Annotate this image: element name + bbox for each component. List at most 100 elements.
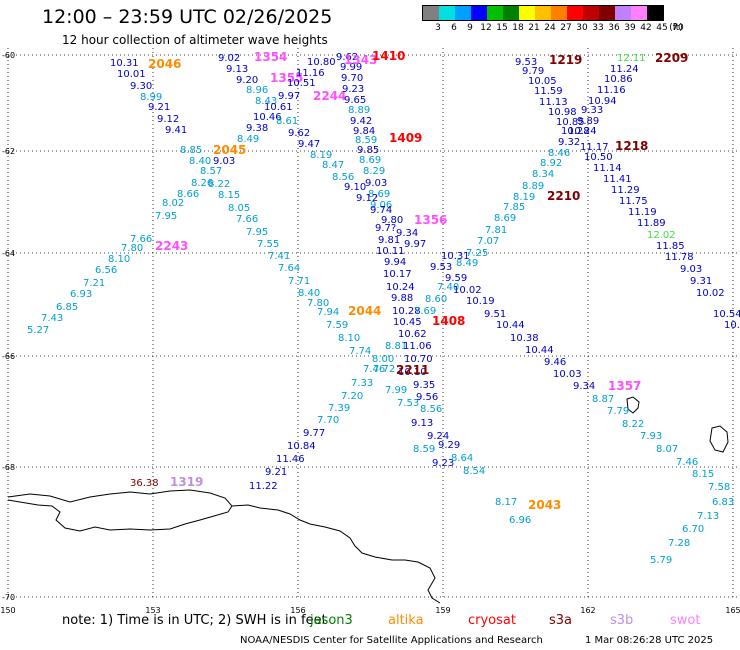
wave-height-value: 7.79: [607, 406, 629, 417]
wave-height-value: 8.19: [310, 150, 332, 161]
wave-height-value: 9.89: [577, 116, 599, 127]
pass-time-label: 2046: [148, 57, 181, 71]
legend-unit: (ft): [669, 23, 683, 33]
wave-height-value: 9.30: [130, 81, 152, 92]
wave-height-value: 6.85: [56, 302, 78, 313]
legend-tick-label: 45: [656, 23, 668, 33]
wave-height-value: 6.96: [509, 515, 531, 526]
legend-swatch: [551, 6, 567, 20]
wave-height-value: 8.69: [359, 155, 381, 166]
wave-height-value: 36.38: [130, 478, 159, 489]
wave-height-value: 10.62: [398, 329, 427, 340]
legend-color-bar: [422, 5, 664, 21]
wave-height-value: 9.79: [522, 66, 544, 77]
satellite-s3a: s3a: [549, 613, 573, 628]
satellite-jason3: jason3: [310, 613, 353, 628]
wave-height-value: 7.46: [676, 457, 698, 468]
wave-height-value: 10.45: [393, 317, 422, 328]
wave-height-value: 7.25: [466, 248, 488, 259]
credit-date: 1 Mar 08:26:28 UTC 2025: [585, 635, 714, 646]
pass-time-label: 2211: [396, 363, 429, 377]
wave-height-value: 8.66: [177, 189, 199, 200]
wave-height-value: 8.22: [622, 419, 644, 430]
wave-height-value: 9.13: [226, 64, 248, 75]
wave-height-value: 7.95: [246, 227, 268, 238]
wave-height-value: 10.28: [561, 126, 590, 137]
wave-height-value: 10.28: [392, 306, 421, 317]
wave-height-value: 9.62: [288, 128, 310, 139]
pass-time-label: 1356: [414, 213, 447, 227]
wave-height-value: 10.80: [307, 57, 336, 68]
pass-time-label: 1354: [254, 50, 287, 64]
wave-height-value: 10.?: [724, 320, 740, 331]
wave-height-value: 9.34: [573, 381, 595, 392]
legend-swatch: [535, 6, 551, 20]
wave-height-value: 7.41: [268, 251, 290, 262]
wave-height-value: 8.46: [548, 148, 570, 159]
pass-time-label: 2210: [547, 189, 580, 203]
island-outline-1: [626, 396, 640, 414]
wave-height-value: 7.53: [397, 398, 419, 409]
longitude-label: 150: [0, 606, 15, 615]
wave-height-value: 11.16: [296, 68, 325, 79]
map-subtitle: 12 hour collection of altimeter wave hei…: [62, 33, 328, 47]
legend-tick-label: 36: [608, 23, 620, 33]
wave-height-value: 11.06: [403, 341, 432, 352]
map-title: 12:00 – 23:59 UTC 02/26/2025: [42, 6, 333, 28]
wave-height-value: 5.79: [650, 555, 672, 566]
wave-height-value: 8.29: [363, 166, 385, 177]
wave-height-value: 10.03: [553, 369, 582, 380]
legend-swatch: [647, 6, 663, 20]
wave-height-value: 9.35: [413, 380, 435, 391]
legend-tick-label: 30: [576, 23, 588, 33]
island-outline-2: [709, 425, 729, 453]
satellite-cryosat: cryosat: [468, 613, 516, 628]
wave-height-value: 10.02: [696, 288, 725, 299]
wave-height-value: 12.11: [617, 53, 646, 64]
wave-height-value: 8.22: [208, 179, 230, 190]
wave-height-value: 9.53: [515, 57, 537, 68]
legend-swatch: [455, 6, 471, 20]
legend-tick-label: 42: [640, 23, 652, 33]
wave-height-value: 7.20: [341, 391, 363, 402]
wave-height-value: 8.96: [246, 85, 268, 96]
satellite-s3b: s3b: [610, 613, 634, 628]
longitude-label: 165: [725, 606, 740, 615]
wave-height-value: 9.80: [381, 215, 403, 226]
wave-height-value: 7.28: [668, 538, 690, 549]
wave-height-value: 6.93: [70, 289, 92, 300]
wave-height-value: 8.87: [592, 394, 614, 405]
wave-height-value: 10.85: [556, 117, 585, 128]
pass-time-label: 1355: [270, 71, 303, 85]
pass-time-label: 1219: [549, 53, 582, 67]
wave-height-value: 9.84: [353, 126, 375, 137]
wave-height-value: 10.24: [386, 282, 415, 293]
pass-time-label: 1357: [608, 379, 641, 393]
wave-height-value: 9.85: [357, 145, 379, 156]
wave-height-value: 9.41: [165, 125, 187, 136]
wave-height-value: 9.56: [416, 392, 438, 403]
latitude-label: -70: [2, 593, 15, 602]
wave-height-value: 9.32: [558, 137, 580, 148]
wave-height-value: 9.02: [218, 53, 240, 64]
wave-height-value: 8.85: [180, 145, 202, 156]
legend-tick-label: 33: [592, 23, 604, 33]
wave-height-value: 9.88: [391, 293, 413, 304]
wave-height-value: 7.66: [130, 234, 152, 245]
legend-tick-label: 9: [467, 23, 473, 33]
longitude-label: 159: [435, 606, 450, 615]
wave-height-value: 8.02: [162, 198, 184, 209]
longitude-label: 162: [580, 606, 595, 615]
latitude-label: -62: [2, 147, 15, 156]
legend-swatch: [615, 6, 631, 20]
wave-height-value: 8.00: [372, 354, 394, 365]
wave-height-value: 9.59: [445, 273, 467, 284]
pass-time-label: 2244: [313, 89, 346, 103]
wave-height-value: 8.07: [656, 444, 678, 455]
legend-swatch: [503, 6, 519, 20]
wave-height-value: 10.31: [110, 58, 139, 69]
wave-height-value: 8.69: [368, 189, 390, 200]
wave-height-value: 7.71: [288, 276, 310, 287]
legend-tick-label: 3: [435, 23, 441, 33]
wave-height-value: 8.40: [298, 288, 320, 299]
